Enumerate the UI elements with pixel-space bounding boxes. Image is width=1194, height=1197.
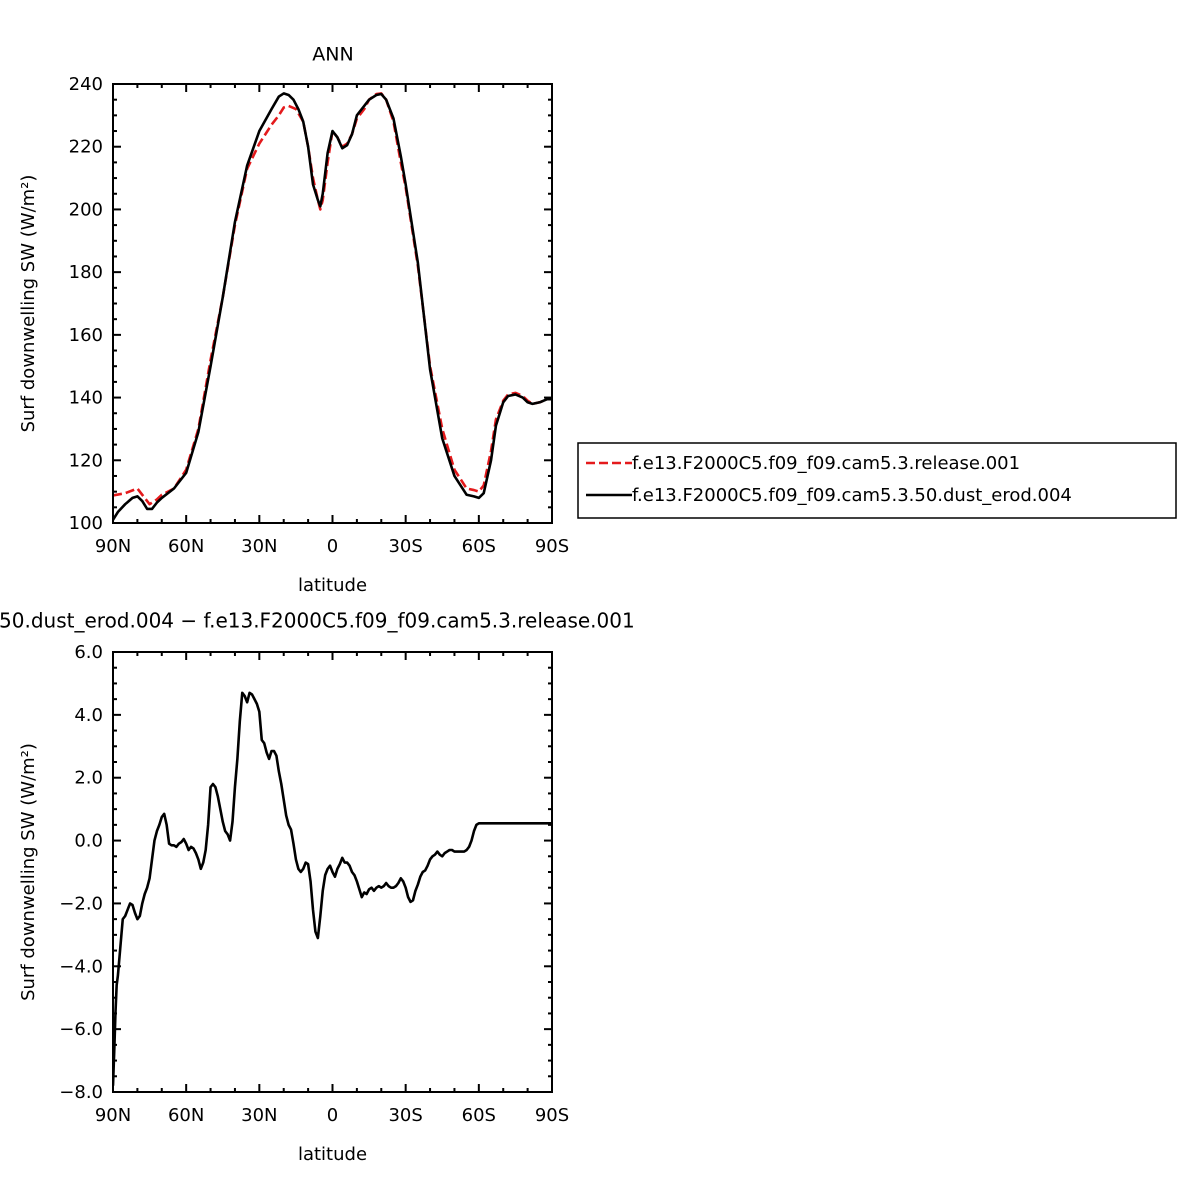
x-tick-label: 60S — [462, 536, 496, 557]
x-tick-label: 0 — [327, 536, 338, 557]
y-tick-label: 6.0 — [74, 642, 103, 663]
x-tick-label: 60N — [168, 536, 204, 557]
chart-title: ANN — [312, 44, 353, 66]
x-tick-label: 90S — [535, 536, 569, 557]
legend-entry-label-1: f.e13.F2000C5.f09_f09.cam5.3.50.dust_ero… — [632, 485, 1072, 506]
y-axis-label: Surf downwelling SW (W/m²) — [18, 743, 39, 1001]
y-tick-label: 2.0 — [74, 768, 103, 789]
x-tick-label: 60N — [168, 1105, 204, 1126]
x-tick-label: 0 — [327, 1105, 338, 1126]
y-tick-label: −6.0 — [59, 1019, 103, 1040]
y-tick-label: 140 — [69, 388, 103, 409]
y-tick-label: −2.0 — [59, 893, 103, 914]
bottom-panel-difference: f.e13.F2000C5.f09_f09.cam5.3.50.dust_ero… — [0, 609, 635, 1166]
x-axis-label: latitude — [298, 575, 367, 596]
legend: f.e13.F2000C5.f09_f09.cam5.3.release.001… — [577, 442, 1177, 519]
y-tick-label: 120 — [69, 450, 103, 471]
legend-entry-label-0: f.e13.F2000C5.f09_f09.cam5.3.release.001 — [632, 453, 1020, 474]
x-tick-label: 30N — [241, 1105, 277, 1126]
y-tick-label: −4.0 — [59, 956, 103, 977]
series-line-1 — [113, 92, 552, 521]
x-tick-label: 30N — [241, 536, 277, 557]
y-tick-label: 220 — [69, 137, 103, 158]
x-tick-label: 60S — [462, 1105, 496, 1126]
plot-frame — [112, 83, 553, 524]
chart-title: f.e13.F2000C5.f09_f09.cam5.3.50.dust_ero… — [0, 609, 635, 633]
x-tick-label: 30S — [388, 536, 422, 557]
top-panel-annual-sw: ANN 90N 60N 30N 0 30S 60S 90S 100 120 140 160 180 200… — [18, 44, 1177, 596]
y-tick-label: 4.0 — [74, 705, 103, 726]
y-axis-label: Surf downwelling SW (W/m²) — [18, 175, 39, 433]
y-tick-label: 100 — [69, 513, 103, 534]
y-tick-label: 160 — [69, 325, 103, 346]
y-tick-label: −8.0 — [59, 1082, 103, 1103]
y-tick-label: 180 — [69, 262, 103, 283]
y-tick-label: 200 — [69, 199, 103, 220]
series-line-0 — [113, 92, 552, 506]
series-line-0 — [113, 691, 552, 1086]
x-tick-label: 30S — [388, 1105, 422, 1126]
y-tick-label: 0.0 — [74, 831, 103, 852]
x-tick-label: 90N — [95, 1105, 131, 1126]
x-tick-label: 90S — [535, 1105, 569, 1126]
y-tick-label: 240 — [69, 74, 103, 95]
x-axis-label: latitude — [298, 1144, 367, 1165]
legend-box — [577, 442, 1177, 519]
x-tick-label: 90N — [95, 536, 131, 557]
